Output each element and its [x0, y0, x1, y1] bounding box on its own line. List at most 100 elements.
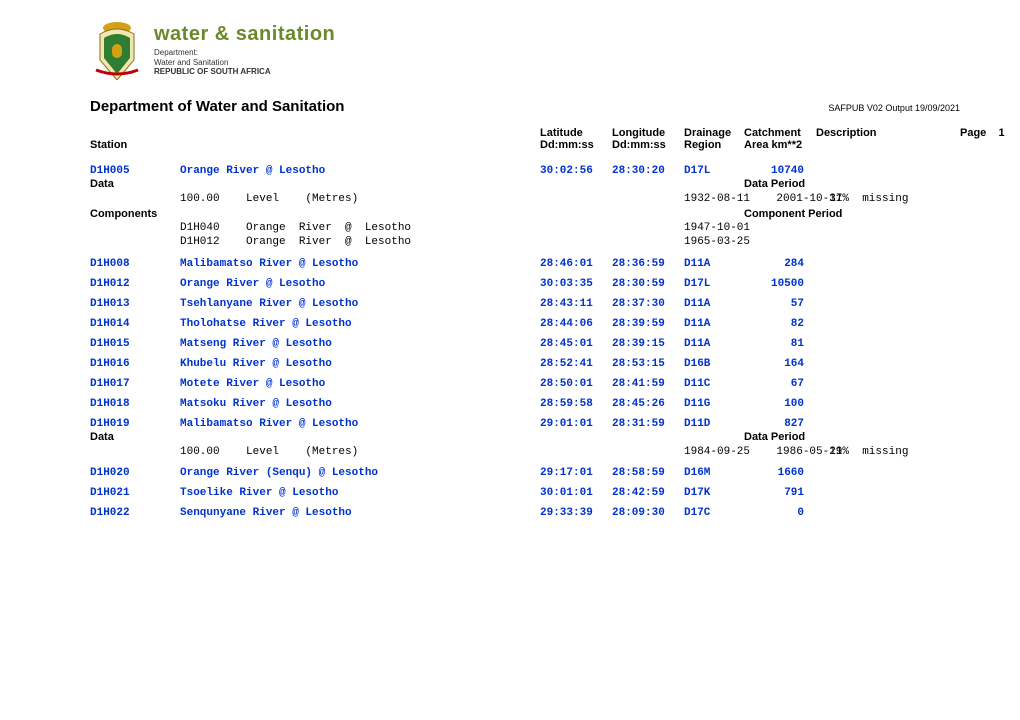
link[interactable]: 28:39:59 [612, 318, 665, 330]
link[interactable]: 28:58:59 [612, 467, 665, 479]
link[interactable]: D1H016 [90, 358, 130, 370]
link[interactable]: D11A [684, 338, 710, 350]
link[interactable]: D11A [684, 318, 710, 330]
link[interactable]: 28:42:59 [612, 487, 665, 499]
link[interactable]: Senqunyane River @ Lesotho [180, 507, 352, 519]
link[interactable]: Malibamatso River @ Lesotho [180, 418, 358, 430]
title-row: Department of Water and Sanitation SAFPU… [90, 98, 960, 115]
link[interactable]: D11D [684, 418, 710, 430]
link[interactable]: D1H015 [90, 338, 130, 350]
link[interactable]: 284 [744, 258, 804, 270]
link[interactable]: 82 [744, 318, 804, 330]
link[interactable]: Motete River @ Lesotho [180, 378, 325, 390]
link[interactable]: 10500 [744, 278, 804, 290]
link[interactable]: Tholohatse River @ Lesotho [180, 318, 352, 330]
link[interactable]: 1660 [744, 467, 804, 479]
data-row: 100.00 Level (Metres)1932-08-11 2001-10-… [90, 193, 960, 207]
link[interactable]: D1H012 [90, 278, 130, 290]
link[interactable]: 28:45:26 [612, 398, 665, 410]
link[interactable]: D1H018 [90, 398, 130, 410]
link[interactable]: 28:30:59 [612, 278, 665, 290]
link[interactable]: 28:46:01 [540, 258, 593, 270]
link[interactable]: 10740 [744, 165, 804, 177]
link[interactable]: D1H008 [90, 258, 130, 270]
link[interactable]: D1H019 [90, 418, 130, 430]
link[interactable]: 28:30:20 [612, 165, 665, 177]
link[interactable]: D1H014 [90, 318, 130, 330]
link[interactable]: D1H020 [90, 467, 130, 479]
page-number: 1 [999, 127, 1005, 139]
station-row: D1H017 Motete River @ Lesotho 28:50:01 28:4… [90, 370, 960, 390]
link[interactable]: 28:09:30 [612, 507, 665, 519]
station-row: D1H014 Tholohatse River @ Lesotho 28:44:06… [90, 310, 960, 330]
link[interactable]: D11A [684, 258, 710, 270]
link[interactable]: D1H021 [90, 487, 130, 499]
link[interactable]: 28:50:01 [540, 378, 593, 390]
link[interactable]: D11G [684, 398, 710, 410]
link[interactable]: Tsehlanyane River @ Lesotho [180, 298, 358, 310]
brand-line1: Department: [154, 48, 198, 57]
link[interactable]: 28:45:01 [540, 338, 593, 350]
link[interactable]: D17K [684, 487, 710, 499]
link[interactable]: D17C [684, 507, 710, 519]
data-section-header: DataData Period [90, 177, 960, 193]
station-row: D1H015 Matseng River @ Lesotho 28:45:01 28:… [90, 330, 960, 350]
link[interactable]: 29:33:39 [540, 507, 593, 519]
link[interactable]: 29:17:01 [540, 467, 593, 479]
link[interactable]: D16B [684, 358, 710, 370]
brand-block: water & sanitation Department: Water and… [90, 20, 960, 80]
link[interactable]: Matseng River @ Lesotho [180, 338, 332, 350]
link[interactable]: 28:59:58 [540, 398, 593, 410]
brand-line3: REPUBLIC OF SOUTH AFRICA [154, 67, 271, 76]
link[interactable]: D11A [684, 298, 710, 310]
link[interactable]: 28:52:41 [540, 358, 593, 370]
link[interactable]: 28:39:15 [612, 338, 665, 350]
link[interactable]: 29:01:01 [540, 418, 593, 430]
data-row: 100.00 Level (Metres)1984-09-25 1986-05-… [90, 446, 960, 460]
link[interactable]: 164 [744, 358, 804, 370]
link[interactable]: 28:43:11 [540, 298, 593, 310]
link[interactable]: Malibamatso River @ Lesotho [180, 258, 358, 270]
link[interactable]: Khubelu River @ Lesotho [180, 358, 332, 370]
link[interactable]: D1H013 [90, 298, 130, 310]
link[interactable]: 28:53:15 [612, 358, 665, 370]
data-section-header: DataData Period [90, 430, 960, 446]
brand-title: water & sanitation [154, 23, 335, 46]
link[interactable]: Orange River (Senqu) @ Lesotho [180, 467, 378, 479]
col-description-label: Description [816, 127, 877, 139]
station-row: D1H012 Orange River @ Lesotho 30:03:35 28:3… [90, 270, 960, 290]
link[interactable]: 57 [744, 298, 804, 310]
link[interactable]: D1H022 [90, 507, 130, 519]
link[interactable]: 791 [744, 487, 804, 499]
link[interactable]: 827 [744, 418, 804, 430]
link[interactable]: 30:03:35 [540, 278, 593, 290]
link[interactable]: Orange River @ Lesotho [180, 278, 325, 290]
link[interactable]: 28:36:59 [612, 258, 665, 270]
link[interactable]: 28:37:30 [612, 298, 665, 310]
link[interactable]: D1H017 [90, 378, 130, 390]
link[interactable]: D1H005 [90, 165, 130, 177]
link[interactable]: D17L [684, 278, 710, 290]
report-page: water & sanitation Department: Water and… [0, 0, 1020, 539]
link[interactable]: 100 [744, 398, 804, 410]
link[interactable]: Tsoelike River @ Lesotho [180, 487, 338, 499]
station-row: D1H008 Malibamatso River @ Lesotho 28:46:0… [90, 250, 960, 270]
col-station: Station [90, 119, 540, 157]
link[interactable]: 28:44:06 [540, 318, 593, 330]
col-region: Drainage Region [684, 119, 744, 157]
link[interactable]: 30:02:56 [540, 165, 593, 177]
link[interactable]: Matsoku River @ Lesotho [180, 398, 332, 410]
link[interactable]: 67 [744, 378, 804, 390]
station-row: D1H005 Orange River @ Lesotho 30:02:56 28:3… [90, 157, 960, 177]
link[interactable]: Orange River @ Lesotho [180, 165, 325, 177]
link[interactable]: 0 [744, 507, 804, 519]
station-row: D1H019 Malibamatso River @ Lesotho 29:01:0… [90, 410, 960, 430]
link[interactable]: 30:01:01 [540, 487, 593, 499]
table-header: Station Latitude Dd:mm:ss Longitude Dd:m… [90, 119, 960, 157]
link[interactable]: 81 [744, 338, 804, 350]
link[interactable]: 28:41:59 [612, 378, 665, 390]
link[interactable]: D11C [684, 378, 710, 390]
link[interactable]: D17L [684, 165, 710, 177]
link[interactable]: D16M [684, 467, 710, 479]
link[interactable]: 28:31:59 [612, 418, 665, 430]
